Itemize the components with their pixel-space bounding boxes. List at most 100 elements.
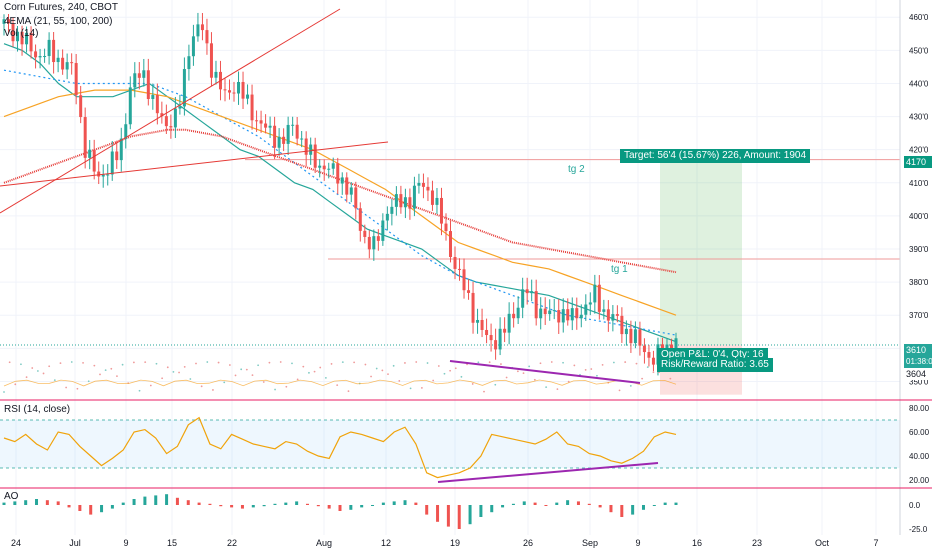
candle-body — [124, 124, 128, 139]
volume-dot — [25, 376, 28, 379]
volume-dot — [652, 371, 655, 374]
volume-dot — [70, 361, 73, 363]
volume-dot — [31, 367, 34, 369]
legend-ema[interactable]: 4EMA (21, 55, 100, 200) — [4, 16, 113, 27]
ao-bar — [262, 505, 266, 507]
candle-body — [110, 151, 114, 175]
candle-body — [629, 328, 633, 344]
x-tick-label: 23 — [752, 538, 762, 548]
volume-dot — [437, 365, 440, 367]
ao-bar — [587, 503, 591, 505]
price-divergence-line — [449, 360, 641, 384]
ao-bar — [273, 503, 277, 505]
candle-body — [88, 149, 92, 158]
volume-dot — [629, 385, 632, 387]
candle-body — [394, 194, 398, 207]
target-box[interactable]: Target: 56'4 (15.67%) 226, Amount: 1904 — [620, 149, 811, 163]
ao-bar — [165, 494, 169, 505]
candle-body — [70, 62, 74, 64]
ema-lines — [3, 43, 677, 343]
candle-body — [579, 314, 583, 319]
candle-body — [412, 185, 416, 209]
volume-dot — [257, 364, 260, 367]
candle-body — [453, 256, 457, 269]
volume-dot — [624, 361, 627, 363]
candle-body — [444, 223, 448, 232]
candle-body — [228, 90, 232, 93]
price-tick-label: 400'0 — [909, 212, 929, 221]
candle-body — [647, 352, 651, 358]
ao-bar — [208, 503, 212, 505]
candle-body — [606, 309, 610, 321]
volume-dot — [234, 374, 237, 377]
x-tick-label: 7 — [873, 538, 878, 548]
candle-body — [575, 308, 579, 319]
volume-dot — [545, 386, 548, 389]
volume-dot — [392, 364, 395, 367]
ao-label[interactable]: AO — [4, 491, 19, 502]
legend-volume[interactable]: Vol (14) — [4, 28, 39, 39]
candle-body — [421, 182, 425, 187]
ao-bar — [78, 505, 82, 511]
price-tick-label: 460'0 — [909, 13, 929, 22]
candle-body — [498, 328, 502, 350]
x-tick-label: 9 — [123, 538, 128, 548]
x-tick-label: 19 — [450, 538, 460, 548]
ao-bar — [35, 499, 39, 505]
candle-body — [11, 23, 15, 42]
volume-dot — [99, 373, 101, 376]
candle-body — [286, 124, 290, 144]
volume-dot — [641, 377, 644, 380]
candle-body — [137, 73, 141, 78]
volume-dot — [82, 361, 84, 364]
volume-dot — [161, 377, 164, 380]
candle-body — [367, 236, 371, 250]
volume-dot — [415, 361, 418, 363]
ao-tick-label: 0.0 — [909, 501, 921, 510]
ao-bar — [392, 501, 396, 505]
volume-dot — [3, 391, 5, 393]
candle-body — [340, 177, 344, 184]
volume-dot — [245, 368, 248, 371]
price-tick-label: 440'0 — [909, 79, 929, 88]
x-tick-label: 24 — [11, 538, 21, 548]
candle-body — [282, 136, 286, 144]
trend-line-support — [0, 141, 389, 187]
candle-body — [534, 291, 538, 319]
volume-dot — [516, 370, 519, 373]
volume-dot — [601, 363, 604, 366]
candle-body — [480, 319, 484, 330]
volume-dot — [189, 378, 192, 380]
x-tick-label: 16 — [692, 538, 702, 548]
candle-body — [426, 186, 430, 191]
ao-bar — [143, 496, 147, 505]
volume-dot — [324, 376, 327, 379]
ao-bar — [511, 503, 515, 505]
candle-body — [200, 24, 204, 31]
volume-dot — [336, 384, 339, 387]
volume-dot — [375, 367, 378, 370]
candle-body — [462, 269, 466, 291]
x-tick-label: Oct — [815, 538, 830, 548]
rsi-pane — [0, 416, 900, 483]
x-tick-label: Jul — [69, 538, 81, 548]
ao-bar — [414, 502, 418, 505]
candle-body — [2, 19, 6, 24]
volume-dot — [471, 383, 474, 385]
candle-body — [313, 144, 317, 168]
volume-dot — [432, 379, 435, 382]
ao-bar — [663, 502, 667, 505]
pnl-line2[interactable]: Risk/Reward Ratio: 3.65 — [657, 358, 773, 372]
volume-dot — [274, 388, 276, 391]
volume-dot — [460, 375, 463, 378]
volume-dot — [285, 385, 288, 388]
candle-body — [552, 310, 556, 312]
volume-dot — [296, 378, 299, 381]
candle-body — [169, 126, 173, 128]
rsi-label[interactable]: RSI (14, close) — [4, 404, 71, 415]
volume-dot — [104, 369, 107, 372]
ao-bar — [598, 505, 602, 508]
legend-symbol[interactable]: Corn Futures, 240, CBOT — [4, 2, 118, 13]
